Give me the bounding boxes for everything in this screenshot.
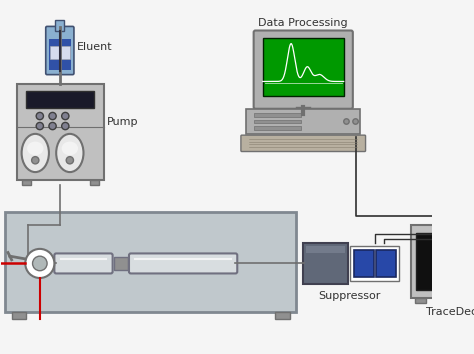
FancyBboxPatch shape — [46, 27, 74, 75]
FancyBboxPatch shape — [5, 212, 296, 312]
FancyBboxPatch shape — [26, 91, 94, 108]
FancyBboxPatch shape — [303, 242, 348, 284]
FancyBboxPatch shape — [90, 180, 99, 185]
Ellipse shape — [56, 134, 83, 172]
Circle shape — [472, 241, 474, 249]
Circle shape — [33, 256, 47, 271]
Text: Data Processing: Data Processing — [258, 18, 348, 28]
FancyBboxPatch shape — [17, 84, 103, 180]
Circle shape — [49, 122, 56, 130]
FancyBboxPatch shape — [411, 225, 474, 298]
FancyBboxPatch shape — [254, 126, 301, 130]
FancyBboxPatch shape — [55, 21, 64, 32]
FancyBboxPatch shape — [12, 312, 26, 319]
Ellipse shape — [62, 142, 78, 155]
Circle shape — [62, 122, 69, 130]
Text: TraceDec: TraceDec — [427, 307, 474, 317]
Text: Eluent: Eluent — [77, 42, 113, 52]
Circle shape — [49, 113, 56, 120]
Text: Pump: Pump — [107, 118, 139, 127]
Circle shape — [66, 156, 73, 164]
FancyBboxPatch shape — [415, 298, 426, 303]
Circle shape — [62, 113, 69, 120]
FancyBboxPatch shape — [416, 233, 460, 290]
FancyBboxPatch shape — [306, 246, 345, 253]
Ellipse shape — [27, 142, 44, 155]
FancyBboxPatch shape — [55, 253, 113, 273]
FancyBboxPatch shape — [254, 30, 353, 109]
Circle shape — [36, 113, 44, 120]
FancyBboxPatch shape — [49, 39, 71, 70]
FancyBboxPatch shape — [263, 38, 344, 96]
Circle shape — [461, 241, 468, 249]
FancyBboxPatch shape — [354, 250, 374, 277]
FancyBboxPatch shape — [275, 312, 290, 319]
FancyBboxPatch shape — [241, 135, 365, 152]
FancyBboxPatch shape — [113, 257, 128, 270]
Ellipse shape — [22, 134, 49, 172]
Circle shape — [472, 258, 474, 265]
FancyBboxPatch shape — [129, 253, 237, 273]
Circle shape — [344, 119, 349, 124]
Circle shape — [461, 258, 468, 265]
FancyBboxPatch shape — [350, 246, 399, 281]
FancyBboxPatch shape — [50, 46, 70, 59]
Text: Suppressor: Suppressor — [318, 291, 380, 301]
FancyBboxPatch shape — [22, 180, 31, 185]
FancyBboxPatch shape — [254, 120, 301, 123]
Circle shape — [36, 122, 44, 130]
Circle shape — [25, 249, 55, 278]
FancyBboxPatch shape — [246, 109, 360, 134]
FancyBboxPatch shape — [254, 113, 301, 117]
Circle shape — [32, 156, 39, 164]
Circle shape — [353, 119, 358, 124]
FancyBboxPatch shape — [375, 250, 396, 277]
